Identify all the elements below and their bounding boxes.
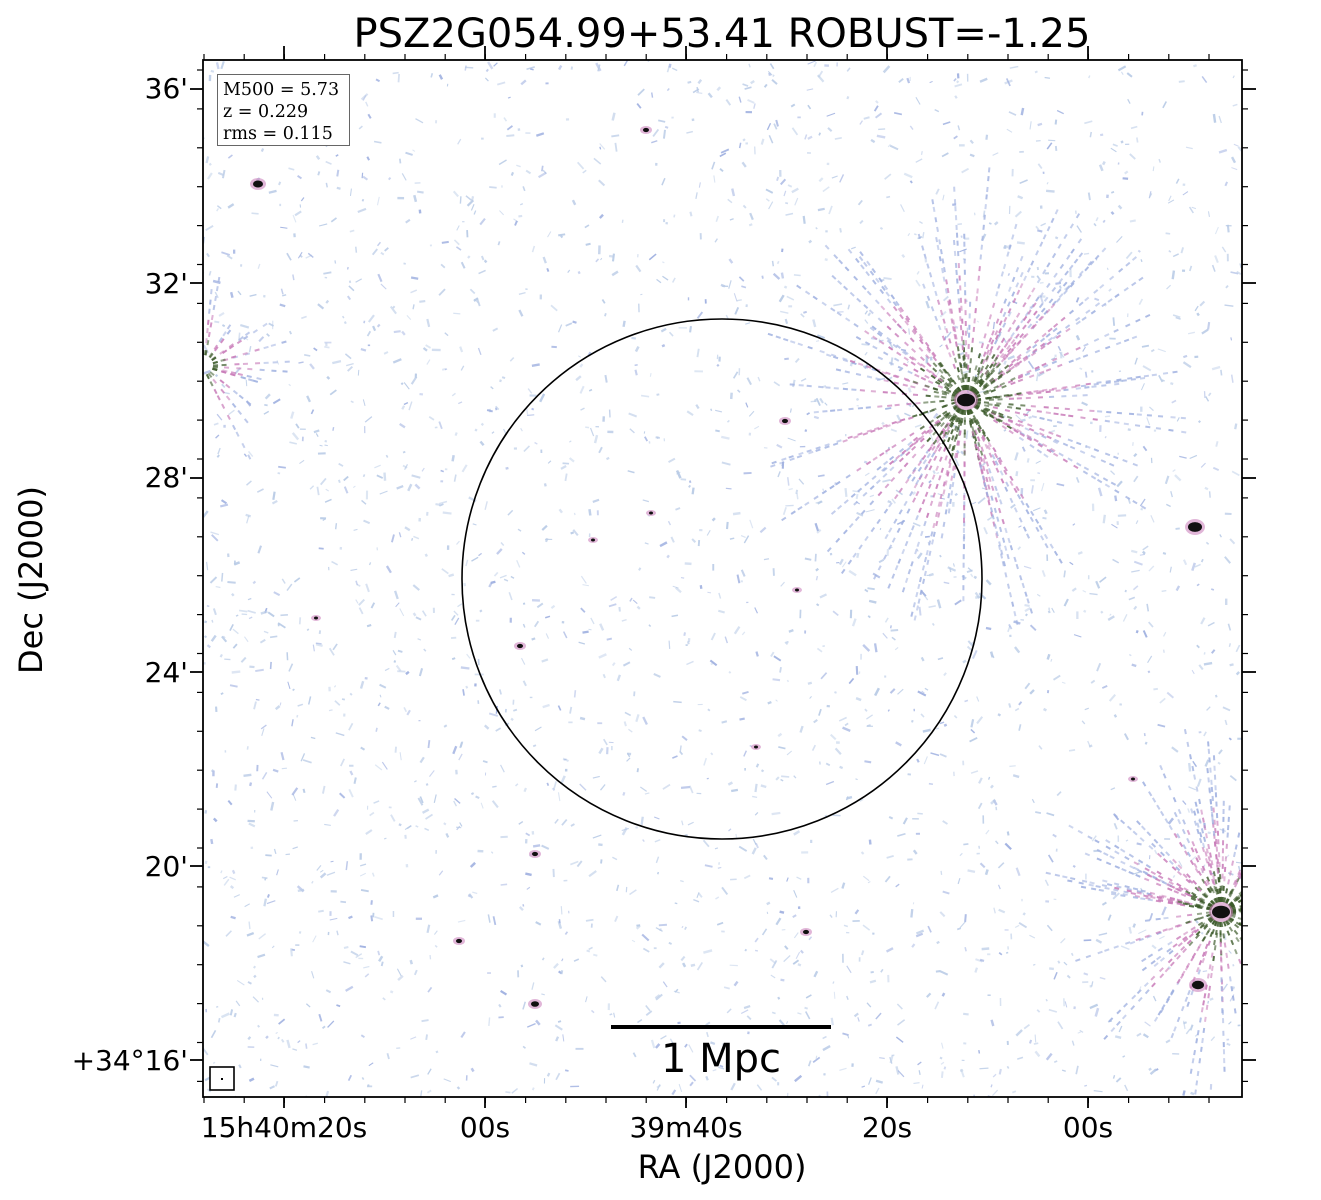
x-tick-label: 39m40s [629, 1111, 742, 1144]
sky-image [203, 60, 1242, 1097]
x-tick-label: 20s [862, 1111, 912, 1144]
scale-bar-label: 1 Mpc [661, 1036, 781, 1082]
rms-text: rms = 0.115 [223, 124, 333, 144]
y-tick-label: 36' [145, 72, 188, 105]
y-tick-label: 32' [145, 267, 188, 300]
y-axis-label: Dec (J2000) [12, 486, 50, 674]
y-tick-label: 28' [145, 461, 188, 494]
info-box: M500 = 5.73 z = 0.229 rms = 0.115 [217, 74, 350, 146]
x-tick-label: 00s [460, 1111, 510, 1144]
point-sources [250, 126, 1233, 1009]
redshift-text: z = 0.229 [223, 102, 309, 122]
x-tick-label: 15h40m20s [201, 1111, 368, 1144]
y-tick-labels: 36' 32' 28' 24' 20' +34°16' [72, 72, 188, 1077]
y-tick-label: +34°16' [72, 1044, 188, 1077]
x-axis-label: RA (J2000) [638, 1148, 807, 1186]
x-tick-labels: 15h40m20s 00s 39m40s 20s 00s [201, 1111, 1113, 1144]
r500-circle [461, 318, 983, 840]
plot-frame [202, 59, 1243, 1098]
m500-text: M500 = 5.73 [223, 80, 340, 100]
y-tick-label: 24' [145, 656, 188, 689]
beam-indicator [209, 1066, 235, 1091]
y-tick-label: 20' [145, 850, 188, 883]
x-tick-label: 00s [1063, 1111, 1113, 1144]
figure-title: PSZ2G054.99+53.41 ROBUST=-1.25 [354, 11, 1091, 57]
artifact-rays [203, 167, 1242, 1095]
noise-speckles [203, 60, 1242, 1097]
axis-ticks [190, 46, 1256, 1108]
